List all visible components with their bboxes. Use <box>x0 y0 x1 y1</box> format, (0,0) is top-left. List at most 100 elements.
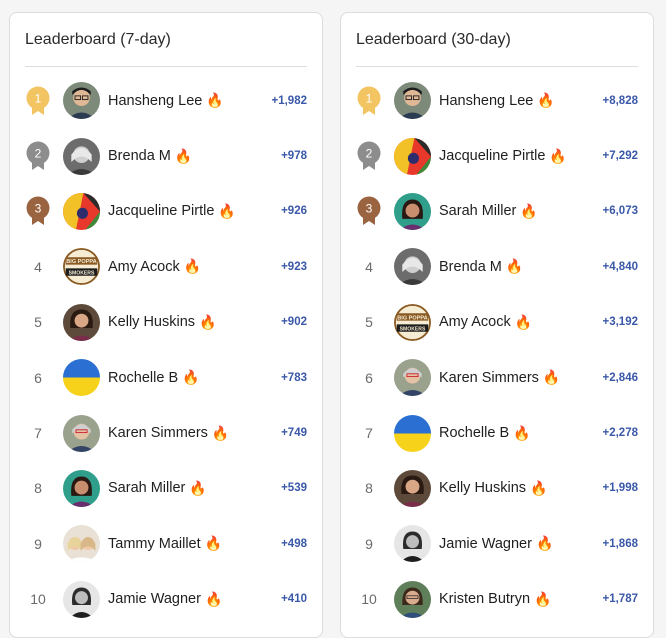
medal-rank-number: 2 <box>366 147 373 161</box>
avatar-sarah[interactable] <box>63 469 100 507</box>
avatar-kelly[interactable] <box>63 303 100 341</box>
user-name-link[interactable]: Sarah Miller 🔥 <box>108 480 207 497</box>
user-name-link[interactable]: Hansheng Lee 🔥 <box>108 92 224 109</box>
leaderboard-row[interactable]: 4 Brenda M 🔥 +4,840 <box>341 239 653 294</box>
user-name[interactable]: Brenda M <box>108 148 171 165</box>
score-value: +749 <box>281 427 307 440</box>
user-name[interactable]: Karen Simmers <box>439 369 539 386</box>
rank-number-text: 4 <box>34 258 42 275</box>
leaderboard-row[interactable]: 1 Hansheng Lee 🔥 +8,828 <box>341 73 653 128</box>
score-value: +978 <box>281 150 307 163</box>
user-name-link[interactable]: Hansheng Lee 🔥 <box>439 92 555 109</box>
leaderboard-row[interactable]: 8 Kelly Huskins 🔥 +1,998 <box>341 461 653 516</box>
user-name-link[interactable]: Brenda M 🔥 <box>108 148 192 165</box>
leaderboard-row[interactable]: 7 Karen Simmers 🔥 +749 <box>10 405 322 460</box>
user-name[interactable]: Amy Acock <box>108 258 180 275</box>
silver-medal-icon: 2 <box>25 128 51 183</box>
user-name[interactable]: Jamie Wagner <box>439 535 532 552</box>
panel-title: Leaderboard (30-day) <box>356 31 511 48</box>
score-value: +498 <box>281 537 307 550</box>
leaderboard-row[interactable]: 3 Sarah Miller 🔥 +6,073 <box>341 184 653 239</box>
user-name-link[interactable]: Kelly Huskins 🔥 <box>439 480 547 497</box>
user-name-link[interactable]: Jamie Wagner 🔥 <box>108 591 222 608</box>
leaderboard-row[interactable]: 9 Tammy Maillet 🔥 +498 <box>10 516 322 571</box>
avatar-karen[interactable] <box>63 414 100 452</box>
avatar-amy[interactable]: BIG POPPA SMOKERS <box>63 248 100 286</box>
avatar-rochelle[interactable] <box>63 359 100 397</box>
avatar-jamie[interactable] <box>394 525 431 563</box>
avatar-hansheng[interactable] <box>394 82 431 120</box>
user-name[interactable]: Hansheng Lee <box>108 92 203 109</box>
leaderboard-row[interactable]: 2 Brenda M 🔥 +978 <box>10 128 322 183</box>
user-name-link[interactable]: Karen Simmers 🔥 <box>439 369 560 386</box>
avatar-kristen[interactable] <box>394 580 431 618</box>
divider <box>356 66 638 67</box>
leaderboard-row[interactable]: 5 BIG POPPA SMOKERS Amy Acock 🔥 +3,192 <box>341 295 653 350</box>
avatar-jamie[interactable] <box>63 580 100 618</box>
leaderboard-row[interactable]: 6 Rochelle B 🔥 +783 <box>10 350 322 405</box>
flame-icon: 🔥 <box>514 313 533 330</box>
divider <box>25 66 307 67</box>
avatar-jacqueline[interactable] <box>63 192 100 230</box>
leaderboard-row[interactable]: 4 BIG POPPA SMOKERS Amy Acock 🔥 +923 <box>10 239 322 294</box>
leaderboard-row[interactable]: 10 Jamie Wagner 🔥 +410 <box>10 572 322 627</box>
user-name[interactable]: Karen Simmers <box>108 425 208 442</box>
user-name[interactable]: Amy Acock <box>439 314 511 331</box>
avatar-karen[interactable] <box>394 359 431 397</box>
user-name[interactable]: Kelly Huskins <box>439 480 527 497</box>
rank-number: 7 <box>25 405 51 460</box>
bronze-medal-icon: 3 <box>25 184 51 239</box>
leaderboard-row[interactable]: 5 Kelly Huskins 🔥 +902 <box>10 295 322 350</box>
avatar-brenda[interactable] <box>63 137 100 175</box>
user-name[interactable]: Tammy Maillet <box>108 535 201 552</box>
avatar-brenda[interactable] <box>394 248 431 286</box>
user-name[interactable]: Kelly Huskins <box>108 314 196 331</box>
rank-number-text: 8 <box>365 480 373 497</box>
user-name-link[interactable]: Jacqueline Pirtle 🔥 <box>439 148 567 165</box>
user-name-link[interactable]: Tammy Maillet 🔥 <box>108 535 222 552</box>
avatar-jacqueline[interactable] <box>394 137 431 175</box>
user-name-link[interactable]: Kelly Huskins 🔥 <box>108 314 216 331</box>
leaderboard-row[interactable]: 1 Hansheng Lee 🔥 +1,982 <box>10 73 322 128</box>
leaderboard-row[interactable]: 6 Karen Simmers 🔥 +2,846 <box>341 350 653 405</box>
leaderboard-row[interactable]: 3 Jacqueline Pirtle 🔥 +926 <box>10 184 322 239</box>
user-name-link[interactable]: Brenda M 🔥 <box>439 258 523 275</box>
user-name[interactable]: Jacqueline Pirtle <box>439 148 546 165</box>
user-name[interactable]: Rochelle B <box>439 425 510 442</box>
avatar-tammy[interactable] <box>63 525 100 563</box>
svg-text:SMOKERS: SMOKERS <box>400 326 426 332</box>
score-value: +6,073 <box>602 205 639 218</box>
user-name-link[interactable]: Jacqueline Pirtle 🔥 <box>108 203 236 220</box>
leaderboard-row[interactable]: 2 Jacqueline Pirtle 🔥 +7,292 <box>341 128 653 183</box>
user-name-link[interactable]: Amy Acock 🔥 <box>439 314 532 331</box>
user-name[interactable]: Sarah Miller <box>108 480 186 497</box>
user-name-link[interactable]: Amy Acock 🔥 <box>108 258 201 275</box>
user-name[interactable]: Rochelle B <box>108 369 179 386</box>
user-name-link[interactable]: Jamie Wagner 🔥 <box>439 535 553 552</box>
user-name-link[interactable]: Sarah Miller 🔥 <box>439 203 538 220</box>
medal-rank-number: 1 <box>35 91 42 105</box>
user-name[interactable]: Kristen Butryn <box>439 591 531 608</box>
rank-number-text: 9 <box>365 535 373 552</box>
user-name[interactable]: Sarah Miller <box>439 203 517 220</box>
user-name-link[interactable]: Rochelle B 🔥 <box>108 369 200 386</box>
rank-number-text: 6 <box>365 369 373 386</box>
avatar-sarah[interactable] <box>394 192 431 230</box>
user-name-link[interactable]: Kristen Butryn 🔥 <box>439 591 552 608</box>
leaderboard-row[interactable]: 10 Kristen Butryn 🔥 +1,787 <box>341 572 653 627</box>
user-name-link[interactable]: Rochelle B 🔥 <box>439 425 531 442</box>
rank-number: 9 <box>25 516 51 571</box>
leaderboard-row[interactable]: 8 Sarah Miller 🔥 +539 <box>10 461 322 516</box>
user-name[interactable]: Brenda M <box>439 258 502 275</box>
avatar-amy[interactable]: BIG POPPA SMOKERS <box>394 303 431 341</box>
avatar-hansheng[interactable] <box>63 82 100 120</box>
rank-number-text: 5 <box>34 314 42 331</box>
avatar-kelly[interactable] <box>394 469 431 507</box>
avatar-rochelle[interactable] <box>394 414 431 452</box>
user-name[interactable]: Jamie Wagner <box>108 591 201 608</box>
user-name[interactable]: Jacqueline Pirtle <box>108 203 215 220</box>
leaderboard-row[interactable]: 7 Rochelle B 🔥 +2,278 <box>341 405 653 460</box>
user-name[interactable]: Hansheng Lee <box>439 92 534 109</box>
user-name-link[interactable]: Karen Simmers 🔥 <box>108 425 229 442</box>
leaderboard-row[interactable]: 9 Jamie Wagner 🔥 +1,868 <box>341 516 653 571</box>
